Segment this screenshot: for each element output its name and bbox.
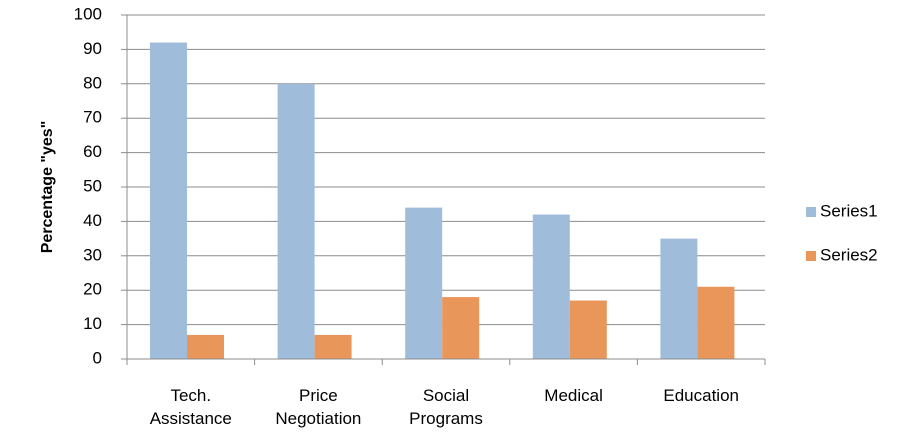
y-tick-label: 0 <box>93 348 102 367</box>
legend-label: Series1 <box>820 201 878 220</box>
bar <box>660 238 698 359</box>
legend-label: Series2 <box>820 245 878 264</box>
bar <box>150 42 187 360</box>
x-tick-label: Tech. Assistance <box>149 386 232 428</box>
bar <box>277 83 315 360</box>
y-tick-label: 20 <box>83 280 102 299</box>
bar <box>442 297 480 359</box>
x-tick-label: Price Negotiation <box>275 386 362 428</box>
legend-swatch <box>806 207 816 217</box>
y-tick-label: 100 <box>74 4 102 23</box>
y-tick-label: 50 <box>83 176 102 195</box>
bar <box>314 334 352 359</box>
bar <box>697 286 735 359</box>
x-tick-label: Education <box>663 386 739 405</box>
y-tick-label: 10 <box>83 314 102 333</box>
y-tick-label: 40 <box>83 211 102 230</box>
bar <box>405 207 443 359</box>
y-tick-label: 90 <box>83 39 102 58</box>
y-axis-title: Percentage "yes" <box>39 121 56 254</box>
y-tick-label: 30 <box>83 245 102 264</box>
bar <box>532 214 570 359</box>
legend-swatch <box>806 251 816 261</box>
bar <box>569 300 607 359</box>
y-tick-label: 70 <box>83 108 102 127</box>
y-tick-label: 80 <box>83 73 102 92</box>
x-tick-label: Social Programs <box>409 386 483 428</box>
bar <box>187 334 224 359</box>
x-tick-label: Medical <box>544 386 603 405</box>
y-tick-label: 60 <box>83 142 102 161</box>
